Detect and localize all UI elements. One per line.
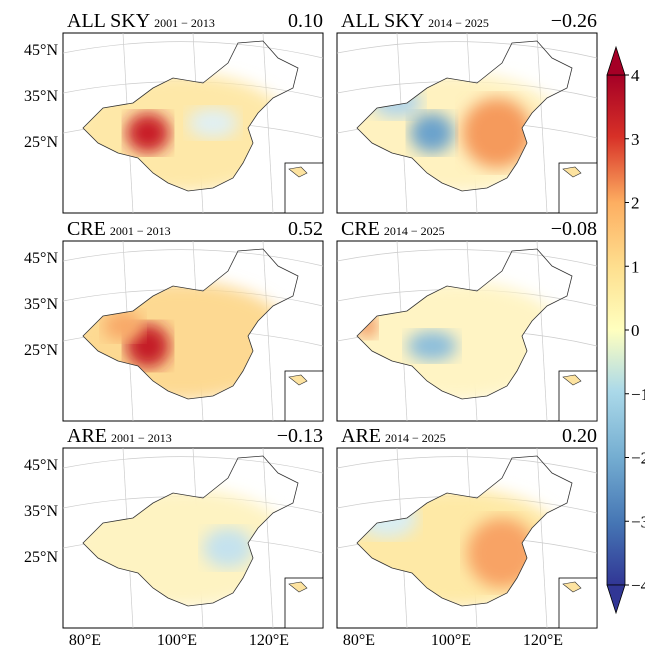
colorbar-tick-label: 1 xyxy=(631,257,640,276)
map-panel: ALL SKY 2001 − 2013 0.10 xyxy=(62,10,324,214)
country-outline xyxy=(356,455,573,607)
country-outline xyxy=(82,455,299,607)
graticule xyxy=(62,41,324,59)
panel-name: ALL SKY xyxy=(341,10,424,32)
graticule xyxy=(262,447,274,629)
panel-mean: 0.10 xyxy=(288,10,323,32)
lon-label: 100°E xyxy=(431,632,471,649)
colorbar-tick-label: 0 xyxy=(631,321,640,340)
lat-label: 45°N xyxy=(24,42,58,59)
lat-label: 35°N xyxy=(24,296,58,313)
panel-period: 2014 − 2025 xyxy=(428,16,489,30)
field-blob xyxy=(410,113,454,153)
inset-coast xyxy=(288,166,308,178)
colorbar xyxy=(606,74,626,586)
map-panel: CRE 2001 − 2013 0.52 xyxy=(62,218,324,422)
lon-label: 80°E xyxy=(69,632,101,649)
colorbar-tick-label: −2 xyxy=(631,449,645,468)
graticule xyxy=(536,447,548,629)
country-outline xyxy=(82,40,299,192)
panel-period: 2001 − 2013 xyxy=(154,16,215,30)
field-blob xyxy=(467,518,537,588)
graticule xyxy=(536,32,548,214)
panel-mean: −0.26 xyxy=(551,10,597,32)
inset-coast xyxy=(562,581,582,593)
lon-label: 100°E xyxy=(157,632,197,649)
panel-title: ARE 2014 − 2025 xyxy=(341,425,446,447)
lat-label: 35°N xyxy=(24,503,58,520)
lat-label: 35°N xyxy=(24,88,58,105)
map-panel: CRE 2014 − 2025 −0.08 xyxy=(336,218,598,422)
panel-period: 2001 − 2013 xyxy=(110,224,171,238)
colorbar-tick-label: 4 xyxy=(631,66,640,85)
panel-name: ARE xyxy=(67,425,107,447)
field-blob xyxy=(462,98,532,168)
panel-mean: 0.52 xyxy=(288,218,323,240)
field-blob xyxy=(407,331,457,361)
graticule xyxy=(62,249,324,267)
lon-label: 80°E xyxy=(343,632,375,649)
lat-label: 25°N xyxy=(24,342,58,359)
lat-label: 45°N xyxy=(24,457,58,474)
map-panel: ARE 2014 − 2025 0.20 xyxy=(336,425,598,629)
colorbar-tick-label: −4 xyxy=(631,576,645,595)
colorbar-tick-label: 2 xyxy=(631,194,640,213)
panel-mean: 0.20 xyxy=(562,425,597,447)
panel-name: CRE xyxy=(341,218,380,240)
lat-label: 45°N xyxy=(24,250,58,267)
graticule xyxy=(336,456,598,474)
colorbar-tick-label: 3 xyxy=(631,130,640,149)
colorbar-arrow-top xyxy=(606,45,626,76)
panel-title: CRE 2014 − 2025 xyxy=(341,218,445,240)
panel-mean: −0.08 xyxy=(551,218,597,240)
field-blob xyxy=(203,528,253,568)
graticule xyxy=(536,240,548,422)
field-blob xyxy=(126,113,170,153)
inset-coast xyxy=(288,581,308,593)
colorbar-tick-label: −1 xyxy=(631,385,645,404)
graticule xyxy=(336,41,598,59)
map-panel: ALL SKY 2014 − 2025 −0.26 xyxy=(336,10,598,214)
panel-title: ARE 2001 − 2013 xyxy=(67,425,172,447)
country-outline xyxy=(356,40,573,192)
map-panel: ARE 2001 − 2013 −0.13 xyxy=(62,425,324,629)
inset-coast xyxy=(562,166,582,178)
graticule xyxy=(62,456,324,474)
panel-title: CRE 2001 − 2013 xyxy=(67,218,171,240)
panel-title: ALL SKY 2014 − 2025 xyxy=(341,10,489,32)
graticule xyxy=(262,32,274,214)
inset-coast xyxy=(562,374,582,386)
country-outline xyxy=(82,248,299,400)
inset-coast xyxy=(288,374,308,386)
panel-period: 2014 − 2025 xyxy=(384,224,445,238)
panel-name: CRE xyxy=(67,218,106,240)
graticule xyxy=(336,249,598,267)
colorbar-arrow-bottom xyxy=(606,584,626,615)
field-blob xyxy=(188,108,238,138)
lon-label: 120°E xyxy=(249,632,289,649)
graticule xyxy=(262,240,274,422)
country-outline xyxy=(356,248,573,400)
panel-name: ARE xyxy=(341,425,381,447)
panel-title: ALL SKY 2001 − 2013 xyxy=(67,10,215,32)
field-blob xyxy=(103,311,143,341)
lat-label: 25°N xyxy=(24,549,58,566)
panel-name: ALL SKY xyxy=(67,10,150,32)
lon-label: 120°E xyxy=(523,632,563,649)
lat-label: 25°N xyxy=(24,134,58,151)
panel-period: 2014 − 2025 xyxy=(385,431,446,445)
panel-period: 2001 − 2013 xyxy=(111,431,172,445)
colorbar-tick-label: −3 xyxy=(631,512,645,531)
panel-mean: −0.13 xyxy=(277,425,323,447)
